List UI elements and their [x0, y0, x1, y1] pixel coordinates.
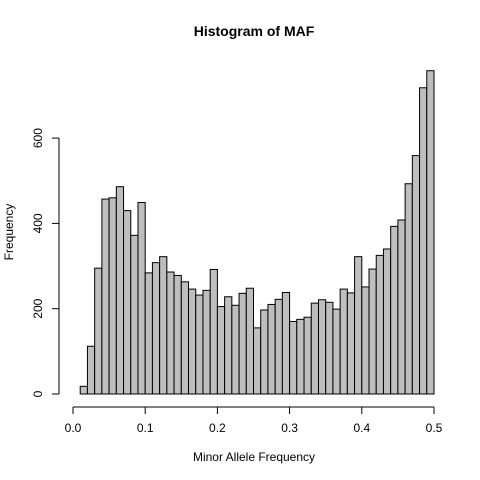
- histogram-bar: [404, 183, 413, 395]
- histogram-bar: [159, 256, 168, 395]
- histogram-bar: [137, 202, 146, 395]
- histogram-bar: [86, 345, 96, 395]
- histogram-bar: [419, 87, 428, 395]
- histogram-bar: [382, 248, 392, 395]
- histogram-bar: [303, 316, 312, 395]
- histogram-bar: [296, 318, 305, 395]
- histogram-bar: [166, 271, 175, 395]
- x-axis-label: Minor Allele Frequency: [193, 450, 315, 464]
- y-axis-label: Frequency: [2, 204, 16, 261]
- histogram-bar: [354, 256, 363, 395]
- histogram-bar: [123, 210, 132, 395]
- x-tick-label: 0.2: [209, 421, 226, 435]
- histogram-bar: [375, 254, 384, 395]
- x-tick-label: 0.4: [353, 421, 370, 435]
- histogram-bar: [426, 70, 435, 395]
- histogram-bar: [216, 306, 226, 395]
- histogram-bar: [390, 225, 399, 395]
- bars-group: [79, 70, 435, 395]
- histogram-bar: [346, 292, 356, 395]
- histogram-bar: [260, 309, 269, 395]
- chart-title: Histogram of MAF: [194, 23, 315, 39]
- x-axis-ticks: 0.0 0.1 0.2 0.3 0.4 0.5: [65, 407, 443, 435]
- y-tick-label: 200: [31, 298, 45, 318]
- histogram-bar: [108, 197, 117, 395]
- histogram-bar: [325, 301, 334, 395]
- histogram-bar: [397, 219, 406, 395]
- histogram-bar: [274, 298, 283, 395]
- histogram-bar: [245, 287, 254, 395]
- histogram-bar: [253, 327, 262, 395]
- x-tick-label: 0.5: [426, 421, 443, 435]
- histogram-bar: [224, 296, 233, 395]
- histogram-bar: [202, 289, 211, 395]
- histogram-bar: [195, 294, 204, 395]
- histogram-bar: [94, 267, 103, 395]
- x-tick-label: 0.0: [65, 421, 82, 435]
- histogram-bar: [368, 268, 377, 395]
- histogram-bar: [180, 281, 190, 395]
- histogram-bar: [79, 385, 88, 395]
- histogram-bar: [267, 303, 276, 395]
- x-tick-label: 0.3: [281, 421, 298, 435]
- histogram-bar: [289, 320, 298, 395]
- y-tick-label: 0: [31, 390, 45, 397]
- histogram-bar: [173, 274, 182, 395]
- histogram-bar: [317, 299, 327, 395]
- histogram-bar: [310, 302, 319, 395]
- y-tick-label: 400: [31, 213, 45, 233]
- histogram-bar: [411, 155, 421, 395]
- histogram-bar: [209, 268, 218, 395]
- y-axis-ticks: 0 200 400 600: [31, 128, 59, 397]
- histogram-bar: [115, 186, 125, 395]
- histogram-bar: [361, 286, 370, 395]
- histogram-bar: [130, 234, 139, 395]
- histogram-bar: [332, 308, 341, 395]
- histogram-bar: [231, 304, 240, 395]
- y-tick-label: 600: [31, 128, 45, 148]
- histogram-bar: [101, 198, 110, 395]
- histogram-bar: [151, 262, 161, 395]
- histogram-bar: [144, 272, 153, 395]
- x-tick-label: 0.1: [137, 421, 154, 435]
- histogram-bar: [339, 288, 348, 395]
- histogram-bar: [281, 291, 291, 395]
- histogram-bar: [238, 292, 247, 395]
- histogram-bar: [188, 288, 197, 395]
